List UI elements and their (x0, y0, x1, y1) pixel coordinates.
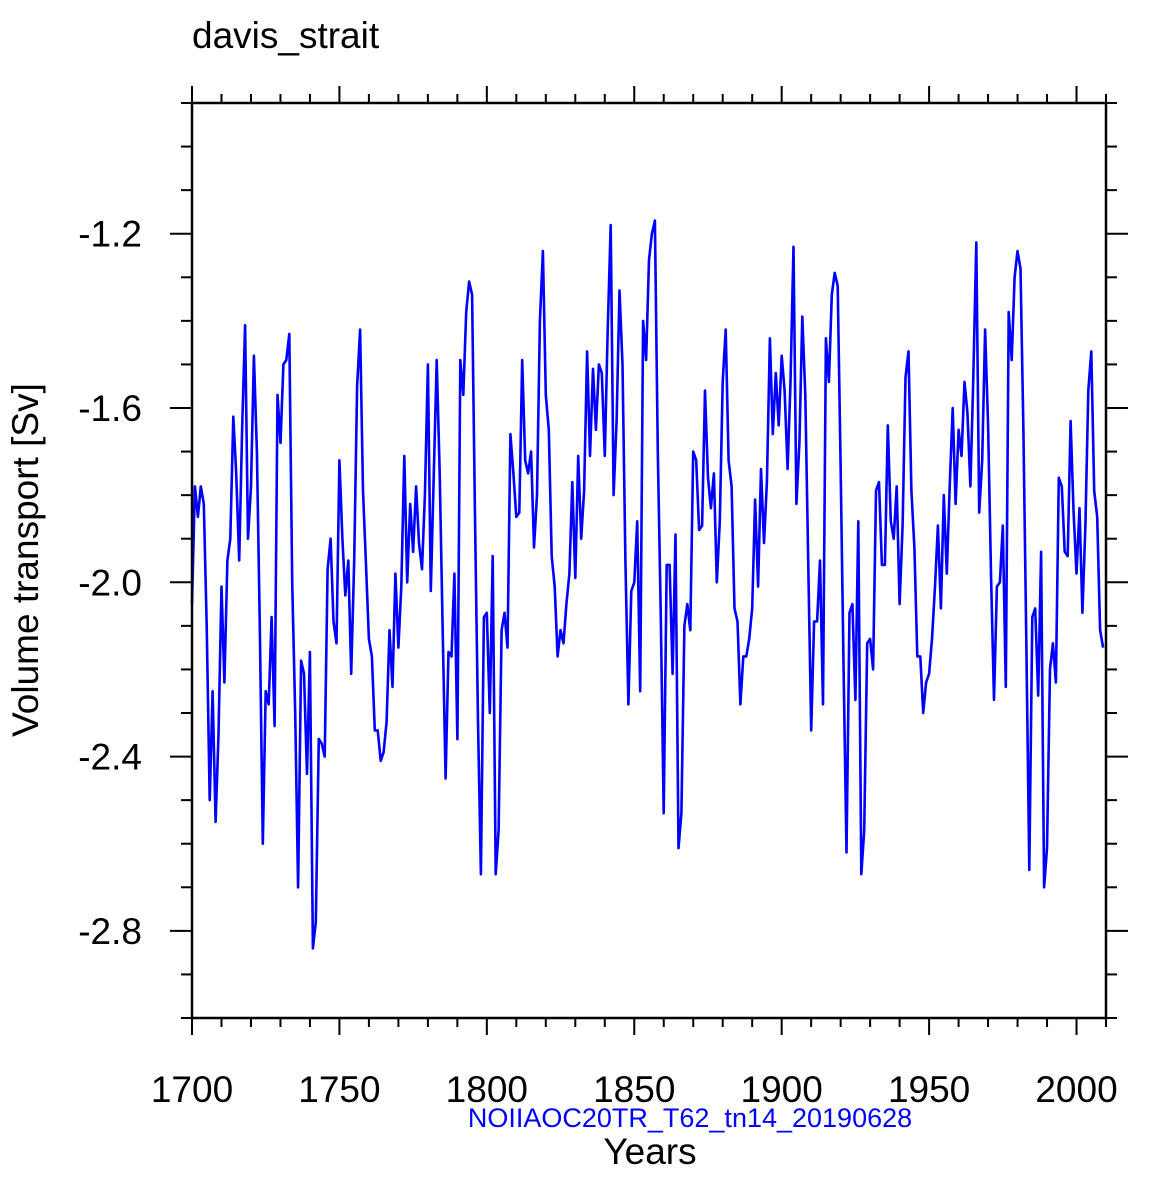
chart-title: davis_strait (192, 15, 380, 56)
y-tick-label: -2.4 (78, 737, 142, 778)
y-tick-label: -1.6 (78, 388, 142, 429)
x-tick-label: 1800 (446, 1069, 528, 1110)
series-line (190, 219, 1105, 950)
x-tick-label: 1850 (593, 1069, 675, 1110)
y-axis-label: Volume transport [Sv] (5, 383, 46, 737)
y-tick-label: -2.8 (78, 911, 142, 952)
y-tick-label: -2.0 (78, 562, 142, 603)
x-tick-label: 1900 (741, 1069, 823, 1110)
axis-ticks (170, 86, 1128, 1035)
plot-frame (190, 101, 1108, 1020)
tick-labels: 1700 1750 1800 1850 1900 1950 2000 -1.2 -1.6 -2.0… (78, 214, 1117, 1110)
x-axis-label: Years (603, 1131, 696, 1172)
x-tick-label: 1950 (888, 1069, 970, 1110)
case-subtitle: NOIIAOC20TR_T62_tn14_20190628 (468, 1103, 912, 1133)
x-tick-label: 2000 (1035, 1069, 1117, 1110)
x-tick-label: 1750 (298, 1069, 380, 1110)
y-tick-label: -1.2 (78, 214, 142, 255)
x-tick-label: 1700 (151, 1069, 233, 1110)
